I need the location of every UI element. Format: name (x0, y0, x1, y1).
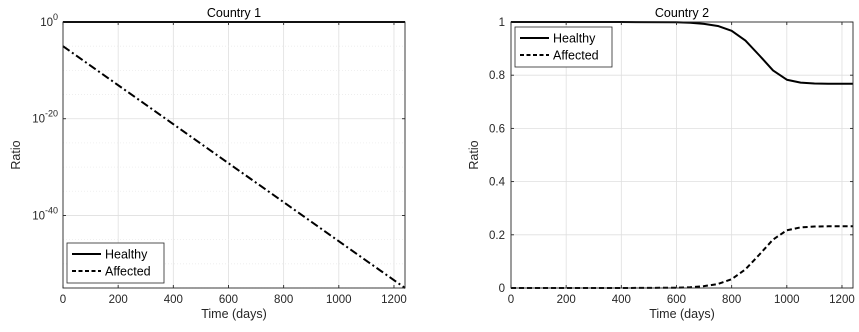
y-tick-label: 0 (499, 283, 505, 295)
x-tick-label: 1000 (326, 294, 352, 306)
y-tick-label: 10-20 (32, 109, 58, 126)
axes-box (510, 21, 854, 289)
legend-label-affected: Affected (553, 49, 599, 63)
y-tick-label: 0.8 (489, 70, 505, 82)
x-tick-label: 600 (219, 294, 238, 306)
legend-label-healthy: Healthy (553, 32, 596, 46)
x-tick-label: 400 (164, 294, 183, 306)
x-tick-label: 1200 (381, 294, 407, 306)
legend: Healthy Affected (514, 26, 613, 68)
y-tick-label: 10-40 (32, 205, 58, 222)
legend-label-healthy: Healthy (105, 248, 148, 262)
x-tick-label: 0 (508, 294, 514, 306)
x-tick-label: 200 (109, 294, 128, 306)
y-tick-exponent: -40 (45, 205, 58, 215)
x-tick-label: 1000 (774, 294, 800, 306)
x-tick-label: 1200 (829, 294, 855, 306)
x-tick-label: 800 (274, 294, 293, 306)
y-tick-label: 100 (40, 12, 58, 29)
legend-box (514, 26, 613, 68)
legend-box (66, 242, 165, 284)
y-tick-base: 10 (40, 17, 53, 29)
x-axis-label: Time (days) (649, 307, 715, 321)
y-axis-label: Ratio (467, 140, 481, 169)
y-tick-exponent: -20 (45, 109, 58, 119)
chart-title: Country 1 (207, 6, 261, 20)
chart-country-1: 0 200 400 600 800 1000 120010010-2010-40Countr… (9, 6, 407, 321)
y-tick-base: 10 (32, 210, 45, 222)
x-tick-label: 800 (722, 294, 741, 306)
y-tick-base: 10 (32, 114, 45, 126)
x-axis-label: Time (days) (201, 307, 267, 321)
x-tick-label: 0 (60, 294, 66, 306)
y-tick-label: 0.4 (489, 177, 506, 189)
y-tick-exponent: 0 (53, 12, 58, 22)
x-tick-label: 600 (667, 294, 686, 306)
legend: Healthy Affected (66, 242, 165, 284)
legend-label-affected: Affected (105, 265, 151, 279)
y-tick-label: 0.6 (489, 123, 505, 135)
x-tick-label: 200 (557, 294, 576, 306)
y-axis-label: Ratio (9, 140, 23, 169)
series-line-affected (62, 45, 406, 289)
chart-title: Country 2 (655, 6, 709, 20)
y-tick-label: 1 (499, 17, 505, 29)
axes-box (62, 21, 406, 289)
chart-country-2: 0 200 400 600 800 1000 1200 0 0.2 0.4 0.6 0.8 1 Count… (467, 6, 855, 321)
y-tick-label: 0.2 (489, 230, 505, 242)
x-tick-label: 400 (612, 294, 631, 306)
